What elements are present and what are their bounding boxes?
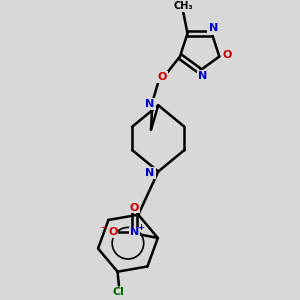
Text: O: O — [108, 227, 118, 237]
Text: −: − — [100, 223, 107, 232]
Text: N: N — [208, 23, 218, 33]
Text: O: O — [158, 72, 167, 82]
Text: O: O — [130, 202, 139, 213]
Text: N: N — [146, 168, 154, 178]
Text: +: + — [137, 223, 144, 232]
Text: N: N — [130, 227, 139, 237]
Text: Cl: Cl — [113, 287, 125, 297]
Text: N: N — [146, 99, 154, 109]
Text: O: O — [223, 50, 232, 60]
Text: CH₃: CH₃ — [173, 1, 193, 11]
Text: N: N — [198, 71, 207, 81]
